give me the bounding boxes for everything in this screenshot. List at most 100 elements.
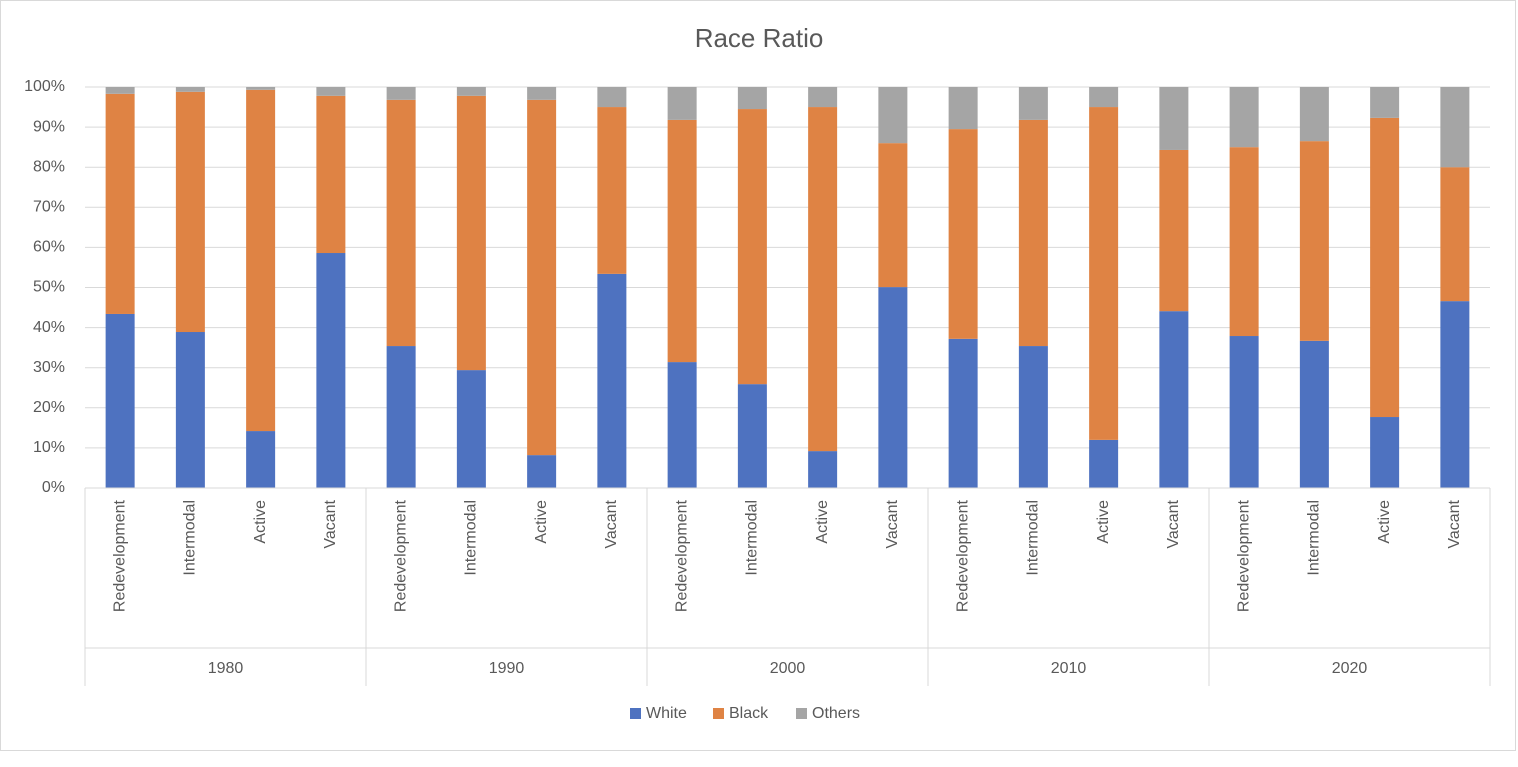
x-tick-label: Vacant — [1446, 499, 1463, 548]
bar-segment — [1440, 87, 1470, 168]
bar-segment — [246, 87, 276, 90]
bar-segment — [386, 99, 416, 347]
y-tick-label: 100% — [24, 78, 65, 95]
bar-segment — [808, 107, 838, 452]
bar-segment — [1370, 87, 1400, 118]
y-tick-label: 60% — [33, 239, 65, 256]
y-tick-label: 80% — [33, 158, 65, 175]
bar-segment — [1159, 311, 1189, 488]
bar-segment — [527, 455, 557, 488]
legend-swatch — [713, 708, 724, 719]
bar-segment — [808, 451, 838, 488]
bar-segment — [737, 87, 767, 110]
bar-segment — [878, 143, 908, 288]
bar-segment — [948, 129, 978, 339]
bar-segment — [1299, 340, 1329, 488]
bar-segment — [175, 87, 205, 92]
bar-segment — [1089, 107, 1119, 440]
group-label: 2020 — [1332, 660, 1368, 677]
bar-segment — [667, 362, 697, 488]
y-tick-label: 50% — [33, 279, 65, 296]
bar-segment — [386, 346, 416, 488]
x-tick-label: Vacant — [1165, 499, 1182, 548]
x-tick-label: Intermodal — [1306, 500, 1323, 576]
x-tick-label: Redevelopment — [1235, 499, 1252, 612]
bar-segment — [808, 87, 838, 108]
bar-segment — [1440, 167, 1470, 302]
bar-segment — [105, 87, 135, 94]
legend-label: Others — [812, 705, 860, 722]
x-tick-label: Active — [1095, 500, 1112, 544]
x-tick-label: Intermodal — [1025, 500, 1042, 576]
y-tick-label: 0% — [42, 479, 65, 496]
legend-swatch — [796, 708, 807, 719]
chart-title: Race Ratio — [695, 23, 824, 53]
x-tick-label: Active — [533, 500, 550, 544]
bar-segment — [948, 338, 978, 488]
bar-segment — [1299, 141, 1329, 341]
bar-segment — [527, 99, 557, 456]
bar-segment — [1299, 87, 1329, 142]
bar-segment — [878, 287, 908, 488]
bar-segment — [737, 384, 767, 488]
bar-segment — [246, 431, 276, 488]
y-tick-label: 70% — [33, 199, 65, 216]
bar-segment — [527, 87, 557, 100]
bar-segment — [1370, 417, 1400, 488]
group-label: 1990 — [489, 660, 525, 677]
x-tick-label: Active — [1376, 500, 1393, 544]
y-tick-label: 90% — [33, 118, 65, 135]
group-label: 2000 — [770, 660, 806, 677]
bar-segment — [1159, 149, 1189, 312]
legend-swatch — [630, 708, 641, 719]
bar-segment — [456, 370, 486, 488]
bar-segment — [175, 332, 205, 488]
bar-segment — [386, 87, 416, 100]
x-tick-label: Redevelopment — [111, 499, 128, 612]
x-tick-label: Redevelopment — [673, 499, 690, 612]
bar-segment — [737, 109, 767, 385]
y-tick-label: 30% — [33, 359, 65, 376]
x-tick-label: Active — [252, 500, 269, 544]
bar-segment — [948, 87, 978, 130]
bar-segment — [597, 87, 627, 108]
x-tick-label: Intermodal — [463, 500, 480, 576]
bar-segment — [316, 95, 346, 254]
x-tick-label: Vacant — [322, 499, 339, 548]
y-tick-label: 20% — [33, 399, 65, 416]
x-tick-label: Intermodal — [744, 500, 761, 576]
bar-segment — [1370, 117, 1400, 418]
bar-segment — [1229, 147, 1259, 337]
bar-segment — [667, 119, 697, 363]
bar-segment — [1089, 87, 1119, 108]
bar-segment — [1440, 301, 1470, 488]
x-tick-label: Redevelopment — [954, 499, 971, 612]
bar-segment — [597, 273, 627, 488]
group-label: 1980 — [208, 660, 244, 677]
bar-segment — [456, 95, 486, 371]
bar-segment — [456, 87, 486, 96]
bar-segment — [597, 107, 627, 274]
x-tick-label: Intermodal — [182, 500, 199, 576]
x-tick-label: Active — [814, 500, 831, 544]
bar-segment — [878, 87, 908, 144]
legend-label: Black — [729, 705, 769, 722]
bar-segment — [175, 91, 205, 333]
bar-segment — [105, 313, 135, 488]
x-tick-label: Vacant — [603, 499, 620, 548]
bar-segment — [1089, 439, 1119, 488]
x-tick-label: Vacant — [884, 499, 901, 548]
bar-segment — [667, 87, 697, 120]
y-tick-label: 10% — [33, 439, 65, 456]
x-tick-label: Redevelopment — [392, 499, 409, 612]
bar-segment — [1159, 87, 1189, 150]
bar-segment — [1018, 119, 1048, 347]
bar-segment — [1229, 87, 1259, 148]
y-tick-label: 40% — [33, 319, 65, 336]
bar-segment — [1229, 336, 1259, 488]
group-label: 2010 — [1051, 660, 1087, 677]
bar-segment — [1018, 87, 1048, 120]
bar-segment — [316, 87, 346, 96]
